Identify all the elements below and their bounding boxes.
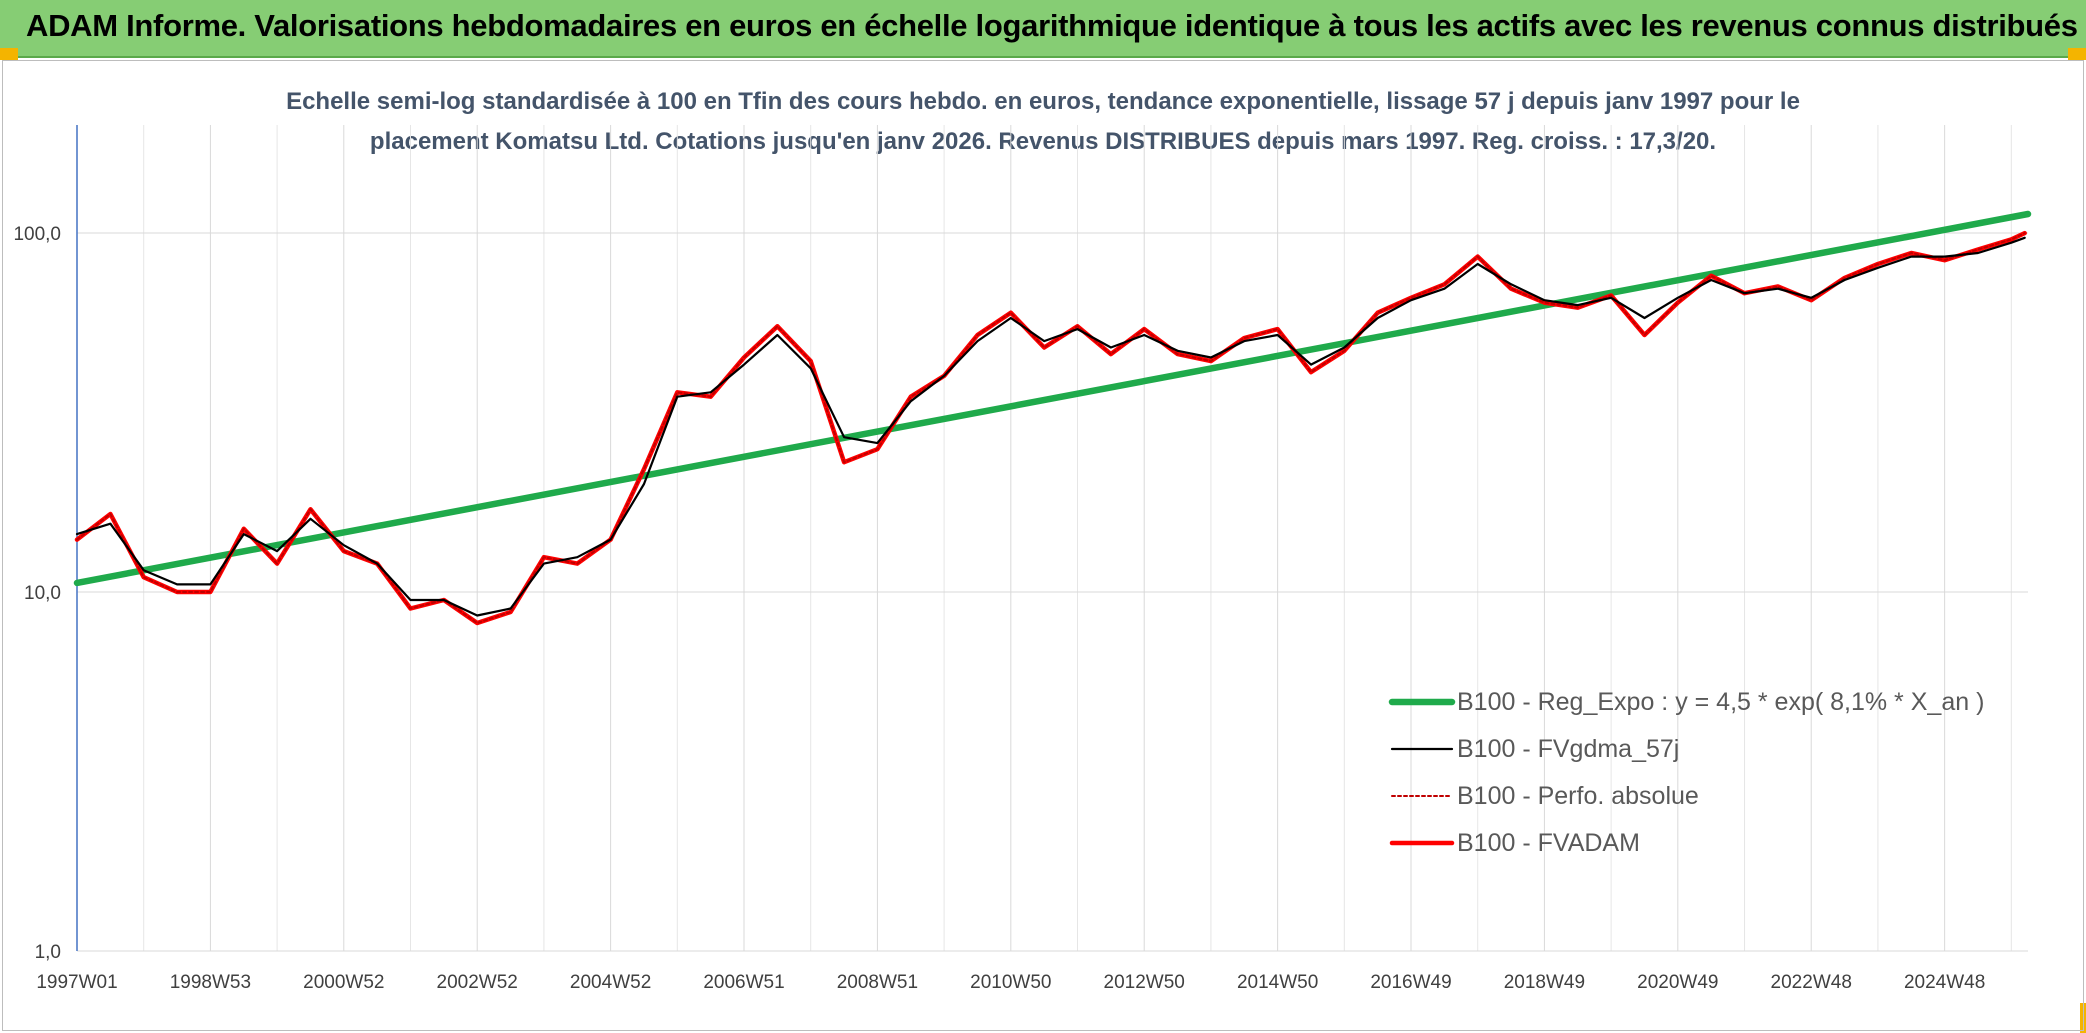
legend-label-2: B100 - Perfo. absolue <box>1457 782 1699 810</box>
y-tick-label-0: 1,0 <box>35 942 61 963</box>
x-tick-label-12: 2020W49 <box>1637 972 1718 993</box>
x-tick-label-2: 2000W52 <box>303 972 384 993</box>
y-tick-label-2: 100,0 <box>13 224 61 245</box>
chart-frame <box>2 60 2084 1031</box>
legend: B100 - Reg_Expo : y = 4,5 * exp( 8,1% * … <box>1388 688 1984 857</box>
x-tick-label-0: 1997W01 <box>36 972 117 993</box>
chart-title-line-1: Echelle semi-log standardisée à 100 en T… <box>286 88 1800 115</box>
corner-marker-left <box>0 48 18 60</box>
x-tick-label-3: 2002W52 <box>437 972 518 993</box>
y-tick-label-1: 10,0 <box>24 583 61 604</box>
grid-lines <box>76 125 2028 952</box>
x-tick-label-10: 2016W49 <box>1370 972 1451 993</box>
series-line-2 <box>76 232 2026 624</box>
series-line-3 <box>74 230 2027 626</box>
x-tick-label-5: 2006W51 <box>703 972 784 993</box>
corner-marker-right <box>2068 48 2086 60</box>
axes: 1,0 10,0 100,0 1997W01 1998W53 2000W52 2002W52… <box>13 125 1985 993</box>
header-banner: ADAM Informe. Valorisations hebdomadaire… <box>0 0 2086 58</box>
x-tick-label-6: 2008W51 <box>837 972 918 993</box>
legend-label-3: B100 - FVADAM <box>1457 829 1640 857</box>
series-layer <box>73 210 2032 626</box>
series-line-1 <box>75 236 2026 617</box>
x-tick-label-14: 2024W48 <box>1904 972 1985 993</box>
x-tick-label-11: 2018W49 <box>1504 972 1585 993</box>
legend-label-0: B100 - Reg_Expo : y = 4,5 * exp( 8,1% * … <box>1457 688 1984 716</box>
x-tick-label-8: 2012W50 <box>1104 972 1185 993</box>
page-title: ADAM Informe. Valorisations hebdomadaire… <box>26 8 2078 43</box>
x-tick-label-4: 2004W52 <box>570 972 651 993</box>
legend-label-1: B100 - FVgdma_57j <box>1457 735 1679 763</box>
x-tick-label-7: 2010W50 <box>970 972 1051 993</box>
x-tick-label-13: 2022W48 <box>1771 972 1852 993</box>
series-line-0 <box>73 210 2032 587</box>
x-tick-label-1: 1998W53 <box>170 972 251 993</box>
x-tick-label-9: 2014W50 <box>1237 972 1318 993</box>
chart-title-line-2: placement Komatsu Ltd. Cotations jusqu'e… <box>369 128 1717 155</box>
